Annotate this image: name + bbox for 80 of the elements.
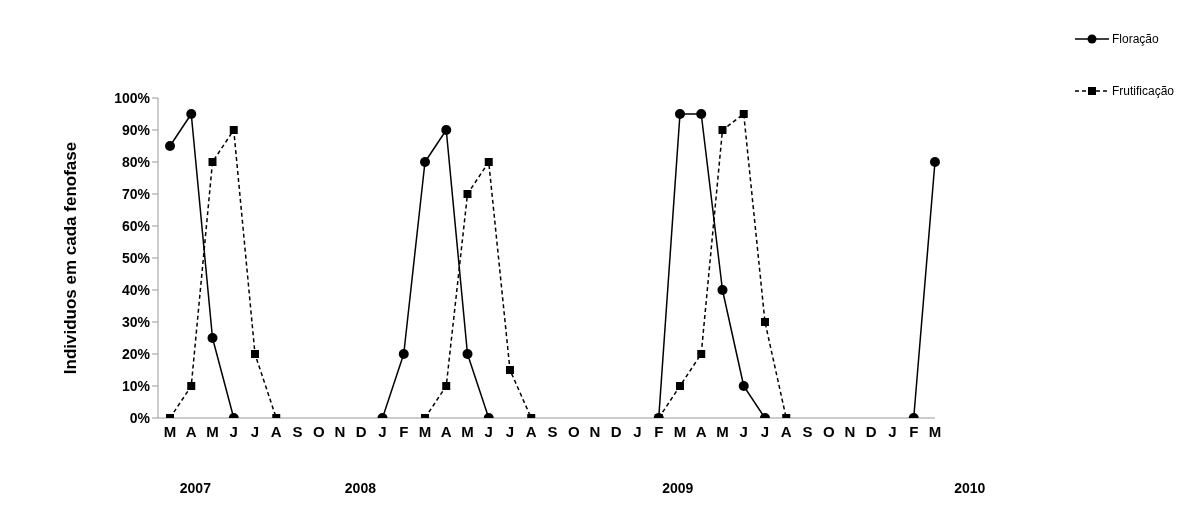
text: 2009 xyxy=(662,480,694,496)
x-tick-label: J xyxy=(633,422,642,440)
point xyxy=(760,318,769,326)
x-tick-label: M xyxy=(206,422,219,440)
y-tick-label: 20% xyxy=(121,345,151,362)
y-tick-label: 30% xyxy=(121,313,151,330)
x-tick-label: J xyxy=(250,422,260,440)
x-tick-label: F xyxy=(399,422,409,440)
point xyxy=(697,350,706,358)
y-tick-label: 40% xyxy=(121,281,151,298)
x-tick-label: M xyxy=(461,422,474,440)
point xyxy=(463,190,472,198)
x-tick-label: J xyxy=(739,422,748,440)
x-tick-label: J xyxy=(760,422,770,440)
text: 2010 xyxy=(954,480,986,496)
x-tick-label: N xyxy=(589,422,601,440)
point xyxy=(441,125,452,135)
x-tick-label: A xyxy=(525,422,537,440)
legend-label: Frutificação xyxy=(1111,84,1174,98)
x-tick-label: J xyxy=(888,422,897,440)
x-tick-label: M xyxy=(418,422,432,440)
point xyxy=(675,382,684,390)
x-tick-label: M xyxy=(716,422,729,440)
point xyxy=(165,141,175,151)
point xyxy=(718,126,727,134)
x-tick-label: M xyxy=(673,422,687,440)
x-tick-label: S xyxy=(547,422,558,440)
point xyxy=(208,158,217,166)
x-tick-label: J xyxy=(378,422,387,440)
y-tick-label: 80% xyxy=(121,153,151,170)
x-tick-label: O xyxy=(822,422,835,440)
point xyxy=(462,349,473,359)
point xyxy=(484,158,493,166)
x-tick-label: A xyxy=(780,422,792,440)
x-tick-label: D xyxy=(865,422,877,440)
y-tick-label: 10% xyxy=(121,377,151,394)
point xyxy=(442,382,451,390)
point xyxy=(696,109,707,119)
point xyxy=(229,126,238,134)
x-tick-label: A xyxy=(440,422,452,440)
point xyxy=(251,350,259,358)
y-axis-title: Individuos em cada fenofase xyxy=(61,141,81,375)
x-tick-label: D xyxy=(355,422,367,440)
x-tick-label: N xyxy=(334,422,346,440)
point xyxy=(186,109,197,119)
x-tick-label: A xyxy=(185,422,197,440)
point xyxy=(419,157,430,167)
x-tick-label: J xyxy=(484,422,493,440)
y-tick-label: 90% xyxy=(121,121,151,138)
x-tick-label: N xyxy=(844,422,856,440)
point xyxy=(674,109,685,119)
x-tick-label: M xyxy=(928,422,942,440)
x-tick-label: A xyxy=(270,422,282,440)
x-tick-label: J xyxy=(229,422,238,440)
x-tick-label: A xyxy=(695,422,707,440)
y-tick-label: 0% xyxy=(129,409,151,426)
point xyxy=(929,157,940,167)
y-tick-label: 60% xyxy=(121,217,151,234)
x-tick-label: O xyxy=(567,422,580,440)
x-tick-label: O xyxy=(312,422,325,440)
y-tick-label: 70% xyxy=(121,185,151,202)
legend-label: Floração xyxy=(1111,32,1159,46)
y-tick-label: 100% xyxy=(114,89,151,106)
point xyxy=(187,382,196,390)
text: 2008 xyxy=(344,480,376,496)
point xyxy=(398,349,409,359)
point xyxy=(505,366,514,374)
x-tick-label: M xyxy=(163,422,177,440)
x-tick-label: S xyxy=(292,422,303,440)
point xyxy=(739,110,748,118)
x-tick-label: D xyxy=(610,422,622,440)
text: 2007 xyxy=(179,480,211,496)
x-tick-label: J xyxy=(505,422,515,440)
x-tick-label: F xyxy=(654,422,664,440)
point xyxy=(717,285,728,295)
x-tick-label: S xyxy=(802,422,813,440)
x-tick-label: F xyxy=(909,422,919,440)
point xyxy=(738,381,749,391)
y-tick-label: 50% xyxy=(121,249,151,266)
point xyxy=(207,333,218,343)
